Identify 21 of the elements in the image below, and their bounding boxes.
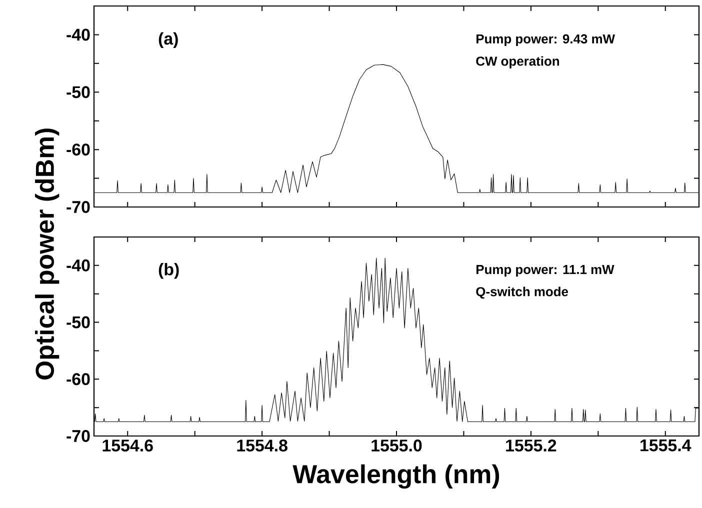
y-tick-label: -50 bbox=[66, 316, 90, 328]
y-tick-label: -60 bbox=[66, 144, 90, 156]
y-tick-label: -50 bbox=[66, 86, 90, 98]
x-tick-label: 1555.4 bbox=[640, 440, 692, 452]
annotation: Q-switch mode bbox=[476, 286, 568, 299]
x-tick-label: 1554.8 bbox=[237, 440, 288, 452]
y-tick-label: -40 bbox=[66, 28, 90, 41]
x-tick-label: 1554.6 bbox=[102, 440, 153, 452]
annotation: CW operation bbox=[476, 56, 560, 68]
y-tick-label: -40 bbox=[66, 259, 90, 272]
x-tick-label: 1555.0 bbox=[372, 440, 422, 452]
annotation: (a) bbox=[158, 32, 178, 48]
y-tick-label: -60 bbox=[66, 373, 90, 386]
y-axis-title: Optical power (dBm) bbox=[35, 128, 60, 380]
y-tick-label: -70 bbox=[66, 430, 90, 442]
x-axis-title: Wavelength (nm) bbox=[292, 464, 500, 489]
x-tick-label: 1555.2 bbox=[506, 440, 556, 452]
y-tick-label: -70 bbox=[66, 201, 90, 213]
annotation: Pump power: 11.1 mW bbox=[476, 265, 614, 277]
annotation: (b) bbox=[158, 262, 179, 279]
annotation: Pump power: 9.43 mW bbox=[476, 34, 616, 46]
